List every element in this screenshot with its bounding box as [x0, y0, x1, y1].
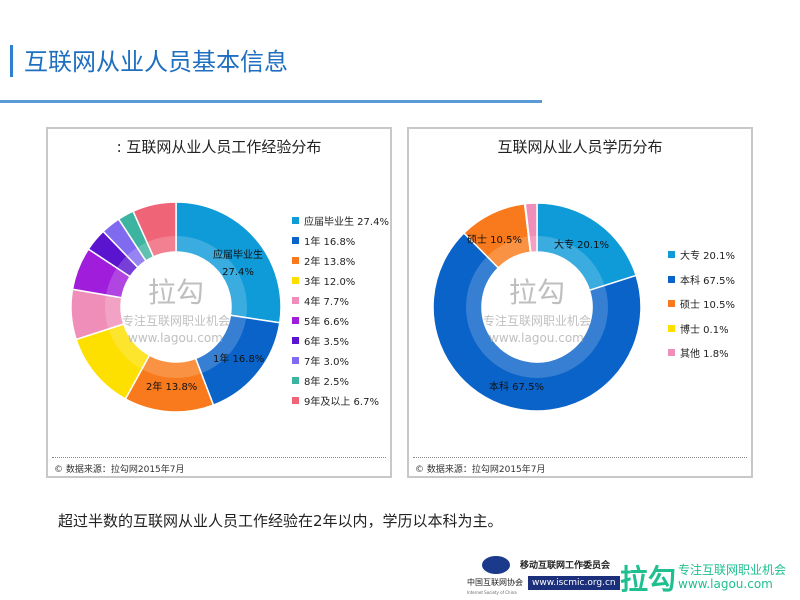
- legend-label: 博士 0.1%: [680, 324, 729, 336]
- chart-title-prefix: :: [116, 138, 122, 156]
- legend-item: 5年 6.6%: [292, 313, 349, 328]
- legend-item: 1年 16.8%: [292, 233, 355, 248]
- legend-swatch: [292, 357, 299, 364]
- legend-item: 其他 1.8%: [668, 345, 729, 360]
- chart-title: : 互联网从业人员工作经验分布: [48, 136, 390, 157]
- title-underline: [0, 100, 542, 103]
- legend-item: 本科 67.5%: [668, 272, 735, 287]
- legend-item: 8年 2.5%: [292, 373, 349, 388]
- donut-chart: [70, 201, 282, 413]
- data-source: © 数据来源：拉勾网2015年7月: [54, 465, 185, 475]
- slice-9年及以上: [132, 201, 177, 258]
- legend-swatch: [292, 337, 299, 344]
- legend-swatch: [668, 300, 675, 307]
- legend-item: 应届毕业生 27.4%: [292, 213, 389, 228]
- legend-item: 2年 13.8%: [292, 253, 355, 268]
- legend-swatch: [292, 397, 299, 404]
- legend-label: 3年 12.0%: [304, 277, 356, 288]
- legend-item: 硕士 10.5%: [668, 296, 735, 311]
- legend-item: 博士 0.1%: [668, 321, 729, 336]
- data-source: © 数据来源：拉勾网2015年7月: [415, 465, 546, 475]
- legend-item: 4年 7.7%: [292, 293, 349, 308]
- legend-swatch: [292, 217, 299, 224]
- chart-title: 互联网从业人员学历分布: [497, 138, 663, 156]
- legend-swatch: [292, 277, 299, 284]
- legend-swatch: [292, 317, 299, 324]
- org-parent-en: Internet Society of China: [467, 590, 517, 595]
- legend-item: 7年 3.0%: [292, 353, 349, 368]
- legend-swatch: [292, 257, 299, 264]
- divider: [413, 457, 747, 458]
- data-label: 本科 67.5%: [489, 382, 544, 393]
- legend-swatch: [292, 237, 299, 244]
- org-name: 移动互联网工作委员会: [520, 561, 611, 571]
- summary-text: 超过半数的互联网从业人员工作经验在2年以内，学历以本科为主。: [58, 512, 503, 530]
- education-chart-panel: 互联网从业人员学历分布 © 数据来源：拉勾网2015年7月 大专 20.1% 本科…: [407, 127, 753, 478]
- legend-item: 3年 12.0%: [292, 273, 355, 288]
- legend-item: 9年及以上 6.7%: [292, 393, 379, 408]
- lagou-slogan: 专注互联网职业机会: [678, 563, 787, 577]
- legend-label: 硕士 10.5%: [680, 300, 735, 311]
- data-label: 大专 20.1%: [554, 240, 609, 251]
- iscmic-logo-icon: [482, 556, 510, 574]
- legend-label: 4年 7.7%: [304, 297, 349, 308]
- legend-label: 5年 6.6%: [304, 317, 349, 328]
- org-parent: 中国互联网协会: [467, 578, 523, 587]
- legend-label: 应届毕业生 27.4%: [304, 217, 389, 228]
- legend-swatch: [292, 297, 299, 304]
- legend-label: 本科 67.5%: [680, 275, 735, 287]
- legend-label: 7年 3.0%: [304, 357, 349, 368]
- page-title: 互联网从业人员基本信息: [24, 48, 288, 76]
- divider: [52, 457, 386, 458]
- legend-label: 6年 3.5%: [304, 337, 349, 348]
- lagou-logo: 拉勾: [620, 563, 677, 596]
- legend-swatch: [668, 251, 675, 258]
- legend-swatch: [292, 377, 299, 384]
- donut-inner-ring: [105, 236, 247, 378]
- legend-label: 大专 20.1%: [680, 251, 735, 262]
- lagou-url[interactable]: www.lagou.com: [678, 577, 773, 591]
- legend-label: 其他 1.8%: [680, 349, 729, 360]
- legend-label: 8年 2.5%: [304, 377, 349, 388]
- legend-item: 6年 3.5%: [292, 333, 349, 348]
- legend-swatch: [668, 349, 675, 356]
- slice-其他: [524, 202, 538, 254]
- legend-item: 大专 20.1%: [668, 247, 735, 262]
- donut-chart: [432, 202, 642, 412]
- title-accent-bar: [10, 45, 13, 77]
- legend-swatch: [668, 275, 675, 283]
- slice-本科: [432, 231, 642, 412]
- slice-应届毕业生: [175, 201, 282, 324]
- data-label: 1年 16.8%: [213, 354, 265, 365]
- legend-label: 9年及以上 6.7%: [304, 397, 379, 408]
- data-label: 2年 13.8%: [146, 382, 198, 393]
- legend-swatch: [668, 324, 675, 332]
- chart-title-text: 互联网从业人员工作经验分布: [126, 138, 322, 156]
- legend-label: 2年 13.8%: [304, 257, 356, 268]
- legend-label: 1年 16.8%: [304, 237, 356, 248]
- data-label: 硕士 10.5%: [467, 235, 522, 246]
- data-label: 应届毕业生 27.4%: [213, 250, 263, 278]
- experience-chart-panel: : 互联网从业人员工作经验分布 © 数据来源：拉勾网2015年7月 应届毕业生 …: [46, 127, 392, 478]
- org-url[interactable]: www.iscmic.org.cn: [528, 576, 620, 590]
- donut-inner-ring: [466, 236, 608, 378]
